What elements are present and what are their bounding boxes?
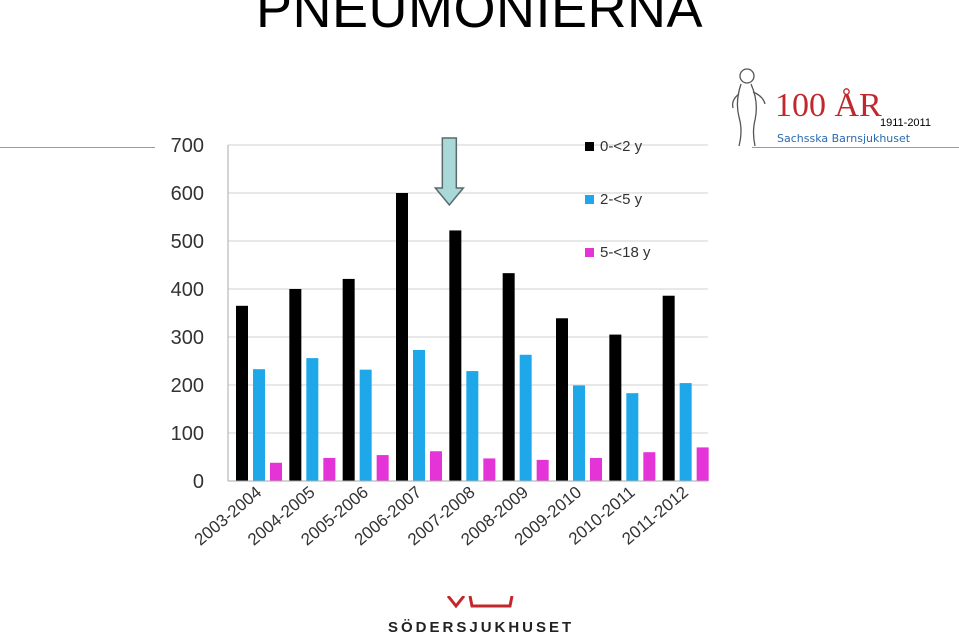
bar-2003-2004-series-0 — [236, 305, 248, 481]
slide-title: PNEUMONIERNA — [255, 0, 704, 39]
y-tick-label: 300 — [171, 327, 204, 349]
legend-label: 0-<2 y — [600, 138, 643, 155]
footer-sodersjukhuset: SÖDERSJUKHUSET — [388, 619, 575, 636]
bar-2007-2008-series-2 — [483, 458, 496, 481]
bar-2011-2012-series-0 — [662, 295, 675, 481]
y-tick-label: 600 — [171, 183, 204, 205]
logo-100-text: 100 ÅR — [775, 87, 882, 124]
child-figure-icon — [731, 68, 766, 147]
bar-2008-2009-series-1 — [519, 354, 532, 481]
logo-subtitle: Sachsska Barnsjukhuset — [777, 132, 911, 145]
bar-2008-2009-series-0 — [502, 273, 515, 481]
bar-2009-2010-series-2 — [590, 457, 602, 481]
y-tick-label: 0 — [193, 471, 204, 493]
chart-annotation — [433, 137, 465, 207]
bar-2006-2007-series-2 — [430, 451, 442, 481]
legend-swatch — [585, 142, 594, 151]
bar-2008-2009-series-2 — [536, 459, 549, 481]
y-axis: 0 100 200 300 400 500 600 700 — [171, 135, 229, 493]
chart-bars — [236, 193, 709, 481]
sodersjukhuset-logo — [446, 596, 514, 609]
legend-swatch — [585, 248, 594, 257]
down-arrow-icon — [433, 137, 465, 207]
bar-2010-2011-series-2 — [643, 452, 656, 481]
y-tick-label: 200 — [171, 375, 204, 397]
chart-legend: 0-<2 y 2-<5 y 5-<18 y — [585, 138, 651, 261]
footer-emblem-icon — [446, 596, 514, 609]
y-tick-label: 500 — [171, 231, 204, 253]
header-rule-left — [0, 147, 155, 148]
y-tick-label: 100 — [171, 423, 204, 445]
y-tick-label: 400 — [171, 279, 204, 301]
header-rule-right — [752, 147, 959, 148]
bar-2011-2012-series-1 — [679, 383, 692, 481]
legend-label: 2-<5 y — [600, 191, 643, 208]
bar-2007-2008-series-1 — [466, 371, 479, 481]
logo-years: 1911-2011 — [880, 117, 931, 129]
legend-swatch — [585, 195, 594, 204]
legend-label: 5-<18 y — [600, 244, 651, 261]
x-axis: 2003-20042004-20052005-20062006-20072007… — [191, 480, 708, 549]
bar-2011-2012-series-2 — [696, 447, 709, 481]
bar-2009-2010-series-0 — [556, 318, 568, 481]
sachsska-100-year-logo: 100 ÅR 1911-2011 Sachsska Barnsjukhuset — [731, 68, 931, 147]
bar-2004-2005-series-0 — [289, 289, 302, 481]
bar-2009-2010-series-1 — [573, 385, 585, 481]
bar-2004-2005-series-2 — [323, 457, 336, 481]
y-tick-label: 700 — [171, 135, 204, 157]
bar-2005-2006-series-2 — [376, 455, 389, 481]
bar-2010-2011-series-1 — [626, 393, 639, 481]
bar-2006-2007-series-0 — [396, 193, 408, 481]
bar-2003-2004-series-2 — [270, 462, 282, 481]
bar-2004-2005-series-1 — [306, 358, 319, 481]
bar-2010-2011-series-0 — [609, 334, 622, 481]
bar-2005-2006-series-0 — [342, 278, 355, 481]
bar-2005-2006-series-1 — [359, 369, 372, 481]
bar-2007-2008-series-0 — [449, 230, 462, 481]
bar-2006-2007-series-1 — [413, 349, 425, 481]
bar-2003-2004-series-1 — [253, 369, 265, 481]
